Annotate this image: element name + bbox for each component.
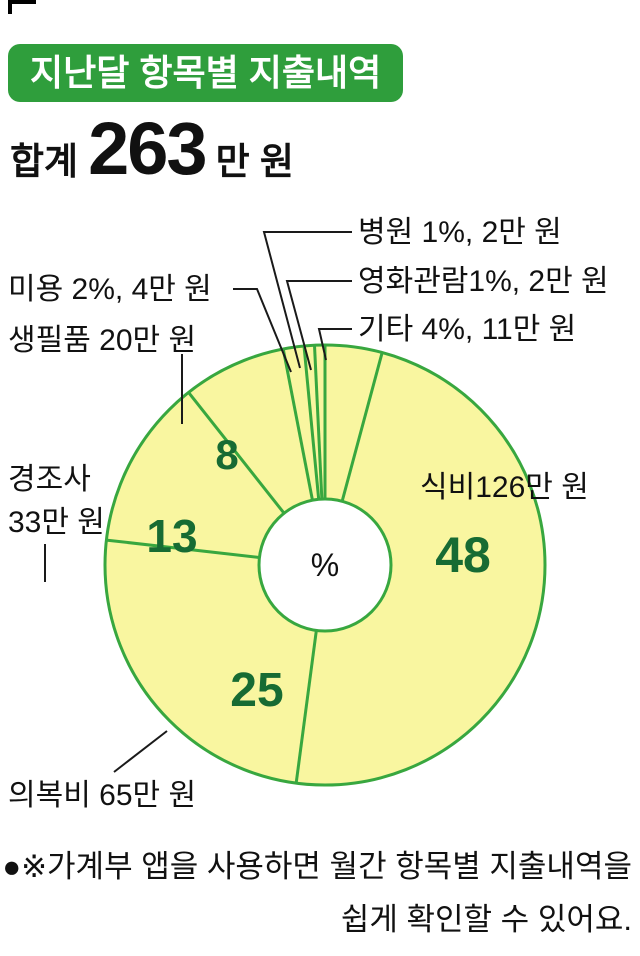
leader-movie	[285, 280, 352, 371]
label-clothing: 의복비 65만 원	[8, 779, 197, 812]
percent-food: 48	[435, 527, 491, 583]
footnote: ●※가계부 앱을 사용하면 월간 항목별 지출내역을 쉽게 확인할 수 있어요.	[2, 840, 632, 946]
leader-hospital	[262, 231, 352, 369]
leader-etc	[317, 328, 352, 361]
label-events-line1: 경조사	[8, 463, 91, 496]
label-food: 식비126만 원	[420, 471, 589, 504]
leader-lines	[44, 231, 352, 773]
total-label: 합계	[10, 141, 79, 182]
label-beauty: 미용 2%, 4만 원	[8, 273, 212, 306]
label-events-line2: 33만 원	[8, 506, 105, 539]
total-value: 263	[88, 107, 207, 190]
percent-clothing: 25	[230, 664, 283, 717]
total-line: 합계 263 만 원	[10, 112, 294, 186]
label-hospital: 병원 1%, 2만 원	[358, 216, 562, 249]
label-necessities: 생필품 20만 원	[8, 324, 197, 357]
label-movie: 영화관람1%, 2만 원	[358, 265, 609, 298]
percent-events: 13	[146, 510, 197, 562]
footnote-line2: 쉽게 확인할 수 있어요.	[340, 902, 632, 937]
total-unit: 만 원	[215, 141, 294, 182]
page-title: 지난달 항목별 지출내역	[8, 44, 404, 102]
corner-mark	[8, 0, 36, 14]
leader-beauty	[233, 288, 292, 373]
percent-necessities: 8	[215, 431, 238, 478]
center-percent-sign: %	[311, 547, 339, 583]
donut-slices	[103, 343, 547, 787]
footnote-line1: ●※가계부 앱을 사용하면 월간 항목별 지출내역을	[2, 849, 632, 884]
label-events: 경조사 33만 원	[8, 458, 105, 544]
page-title-text: 지난달 항목별 지출내역	[30, 52, 382, 93]
label-etc: 기타 4%, 11만 원	[358, 313, 577, 346]
leader-clothing	[113, 730, 168, 773]
